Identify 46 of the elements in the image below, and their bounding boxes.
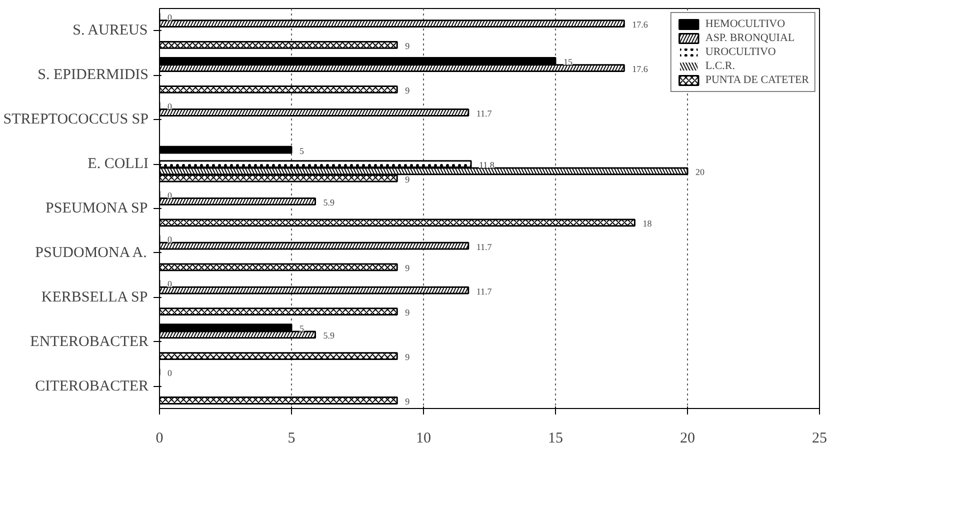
legend-label: HEMOCULTIVO	[705, 18, 786, 30]
data-label: 0	[168, 101, 172, 112]
data-label: 9	[405, 263, 410, 274]
data-label: 11.7	[476, 242, 492, 252]
data-label: 17.6	[632, 20, 648, 30]
data-label: 11.7	[476, 108, 492, 118]
data-label: 0	[168, 190, 172, 200]
data-label: 0	[168, 12, 172, 22]
y-tick-label: CITEROBACTER	[35, 378, 149, 394]
data-label: 0	[168, 279, 172, 290]
data-label: 11.8	[479, 160, 495, 170]
y-tick-label: STREPTOCOCCUS SP	[3, 112, 149, 128]
y-tick-label: ENTEROBACTER	[30, 334, 149, 350]
data-label: 0	[168, 234, 172, 245]
y-tick-label: E. COLLI	[88, 156, 149, 172]
data-label: 9	[405, 396, 410, 406]
data-label: 9	[405, 40, 410, 51]
x-tick-label: 15	[548, 430, 563, 446]
data-label: 17.6	[632, 64, 648, 74]
data-label: 20	[696, 167, 705, 178]
data-label: 5.9	[323, 330, 336, 341]
data-label: 9	[405, 174, 410, 184]
x-tick-label: 10	[416, 430, 431, 446]
legend-label: UROCULTIVO	[705, 46, 776, 58]
data-label: 18	[642, 218, 652, 229]
data-label: 0	[168, 368, 172, 378]
data-label: 9	[405, 352, 410, 362]
data-label: 5	[300, 146, 304, 156]
data-label: 9	[405, 308, 410, 318]
legend-label: ASP. BRONQUIAL	[705, 32, 795, 44]
y-tick-label: KERBSELLA SP	[41, 289, 148, 306]
data-label: 5.9	[323, 197, 336, 208]
x-tick-label: 5	[288, 430, 296, 446]
legend-label: PUNTA DE CATETER	[705, 74, 809, 86]
y-tick-label: PSEUMONA SP	[46, 200, 148, 216]
data-label: 5	[300, 324, 304, 334]
y-tick-label: S. EPIDERMIDIS	[38, 67, 149, 84]
x-tick-label: 0	[156, 430, 164, 446]
y-tick-label: S. AUREUS	[72, 22, 148, 39]
x-tick-label: 20	[680, 430, 695, 446]
data-label: 15	[564, 56, 573, 67]
data-label: 9	[405, 85, 410, 96]
x-tick-label: 25	[812, 430, 827, 446]
y-tick-label: PSUDOMONA A.	[35, 244, 147, 261]
legend-label: L.C.R.	[705, 60, 736, 72]
data-label: 11.7	[476, 286, 492, 296]
